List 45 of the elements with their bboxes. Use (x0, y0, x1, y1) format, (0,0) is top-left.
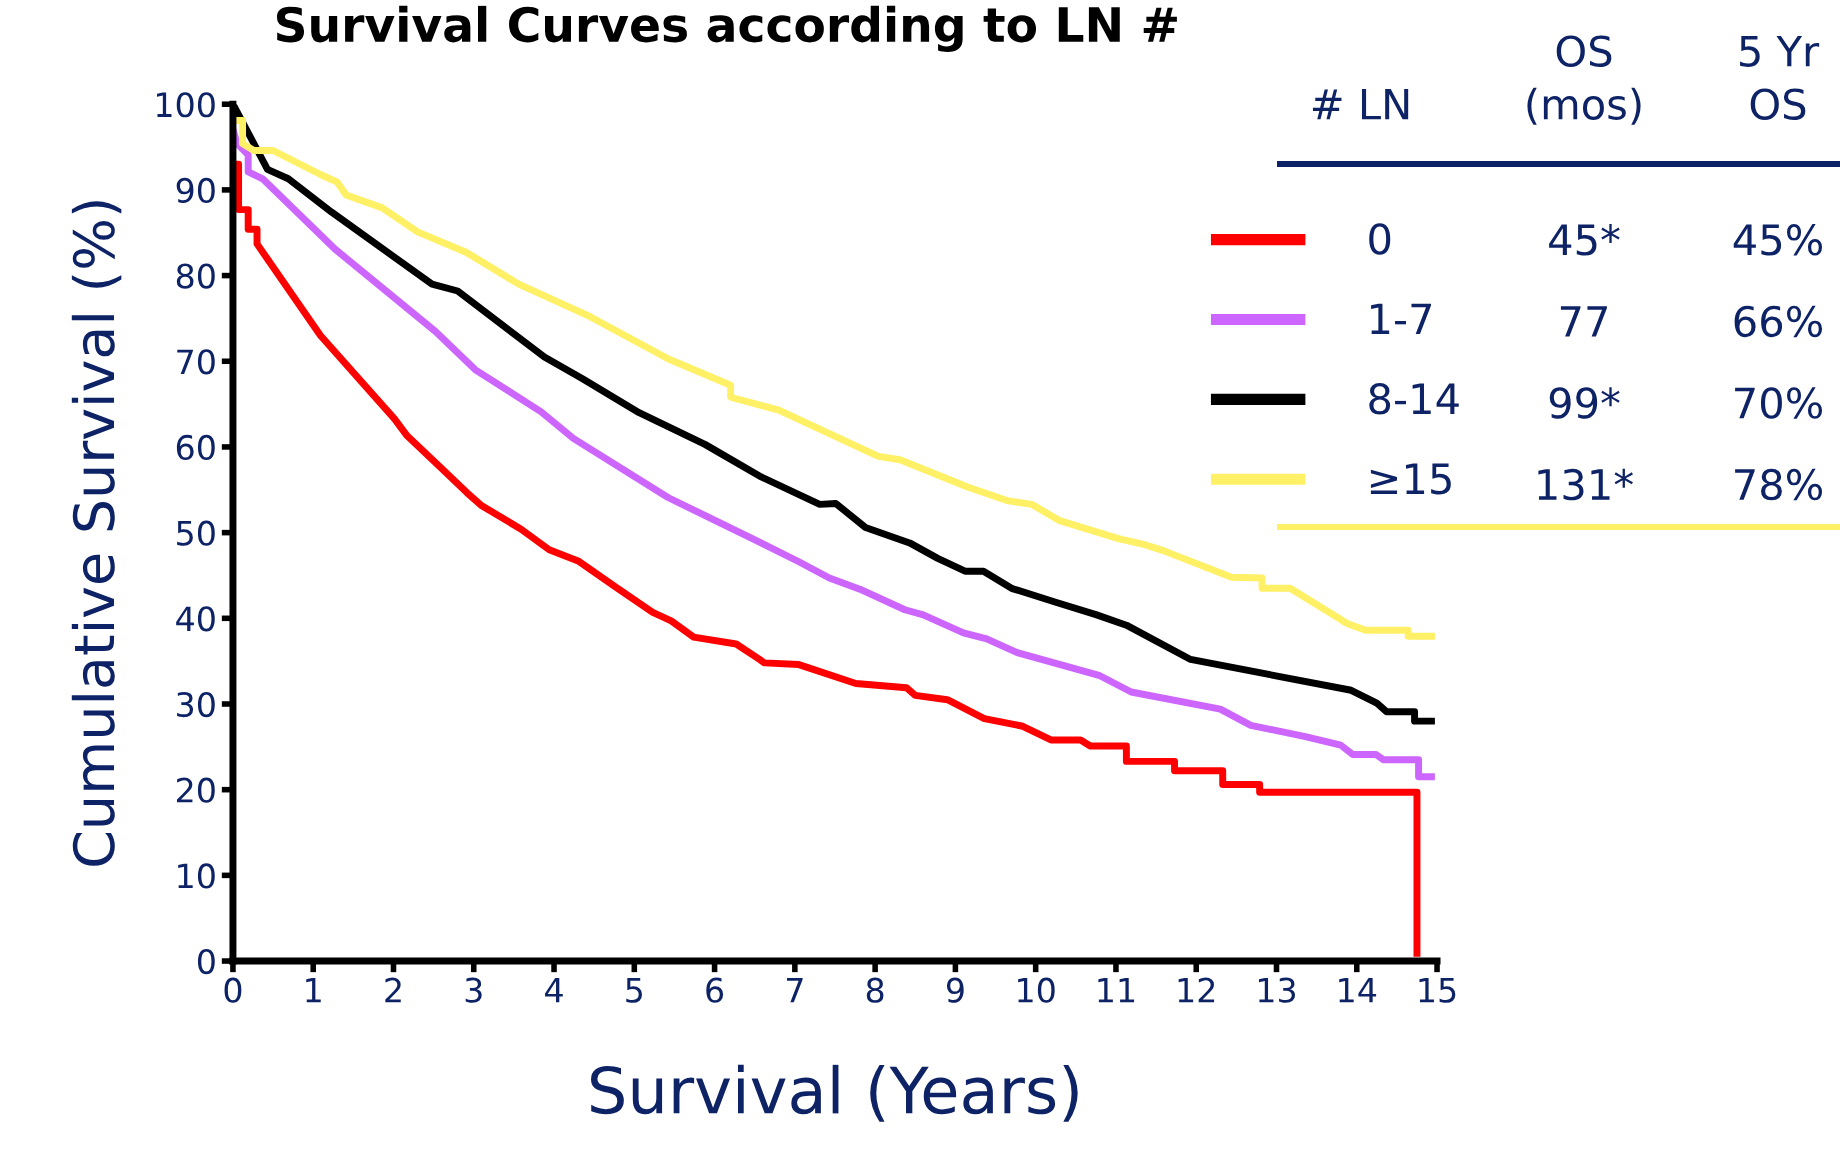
x-tick-label: 10 (1018, 977, 1055, 1003)
x-tick-label: 3 (465, 977, 482, 1003)
x-tick-label: 1 (306, 978, 321, 1003)
x-tick-label: 9 (946, 977, 964, 1003)
x-tick-label: 14 (1339, 978, 1377, 1003)
text: 77 (1560, 306, 1607, 337)
x-tick-label: 8 (866, 977, 884, 1003)
x-tick-label: 4 (545, 978, 563, 1003)
text: 131* (1538, 468, 1633, 501)
text: 70% (1735, 387, 1823, 419)
chart-title: Survival Curves according to LN # (276, 5, 1177, 52)
text: 78% (1735, 468, 1823, 501)
text: 45% (1733, 224, 1823, 256)
x-tick-label: 15 (1419, 978, 1456, 1003)
y-tick-label: 0 (197, 948, 215, 975)
x-tick-label: 11 (1098, 978, 1135, 1003)
text: 5 Yr OS (1740, 35, 1820, 120)
legend-label: 8-14 (1369, 383, 1459, 415)
legend-label: 0 (1369, 223, 1391, 255)
x-tick-label: 5 (626, 978, 642, 1003)
text: 45* (1549, 224, 1620, 256)
y-tick-label: 40 (176, 606, 215, 632)
x-tick-label: 13 (1258, 977, 1296, 1003)
text: 66% (1734, 305, 1823, 338)
x-tick-label: 12 (1178, 977, 1215, 1003)
y-axis-title: Cumulative Survival (%) (71, 201, 122, 866)
y-tick-label: 50 (177, 520, 215, 546)
x-axis-title: Survival (Years) (591, 1064, 1078, 1122)
y-tick-label: 30 (177, 691, 215, 718)
y-tick-label: 70 (177, 349, 215, 375)
y-tick-label: 60 (176, 434, 215, 461)
y-tick-label: 20 (177, 777, 215, 803)
annotation: # LN (1312, 88, 1409, 120)
legend-label: 1-7 (1371, 303, 1431, 335)
x-tick-label: 7 (786, 978, 803, 1003)
text: 99* (1549, 387, 1620, 419)
x-tick-label: 0 (224, 977, 242, 1003)
legend-label: ≥15 (1370, 463, 1451, 495)
x-tick-label: 2 (385, 977, 401, 1003)
text: OS (mos) (1527, 35, 1641, 125)
y-tick-label: 80 (176, 263, 215, 289)
y-tick-label: 100 (157, 92, 215, 118)
y-tick-label: 90 (176, 177, 215, 204)
y-tick-label: 10 (178, 863, 215, 889)
x-tick-label: 6 (706, 977, 724, 1003)
